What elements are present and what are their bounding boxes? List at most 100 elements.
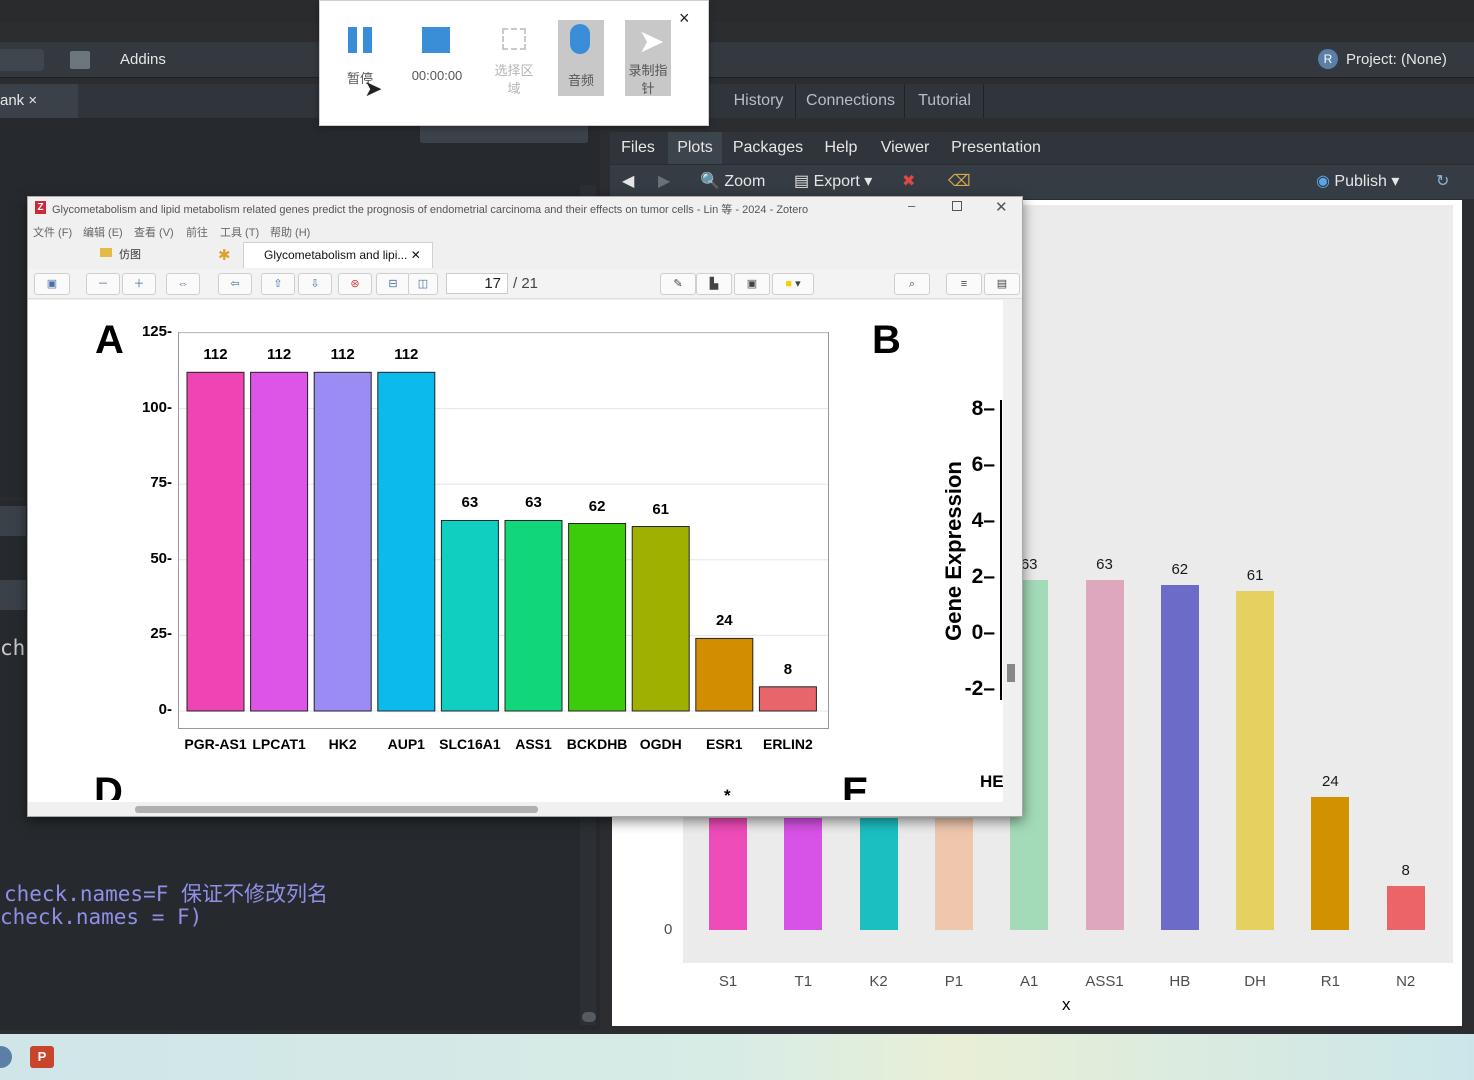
bar-LPCAT1 bbox=[250, 371, 309, 712]
y-tick-label: 25- bbox=[150, 625, 172, 643]
tab-history[interactable]: History bbox=[722, 84, 796, 118]
scrollbar-thumb[interactable] bbox=[1007, 664, 1015, 682]
page-number-input[interactable]: 17 bbox=[446, 273, 508, 294]
main-toolbar bbox=[0, 42, 1474, 78]
sidebar-toggle-icon[interactable]: ▣ bbox=[34, 273, 70, 295]
powerpoint-taskbar-icon[interactable]: P bbox=[30, 1046, 54, 1068]
recorder-close-button[interactable]: × bbox=[679, 8, 690, 28]
forward-arrow-icon[interactable]: ▶ bbox=[658, 173, 671, 190]
document-tab[interactable]: Glycometabolism and lipi... ✕ bbox=[243, 242, 433, 268]
tab-presentation[interactable]: Presentation bbox=[951, 139, 1041, 156]
select-area-label[interactable]: 选择区 bbox=[494, 63, 534, 78]
folder-icon bbox=[100, 248, 112, 257]
y-tick-label: 8– bbox=[971, 397, 995, 420]
remove-plot-icon[interactable]: ✖ bbox=[902, 173, 916, 190]
record-pointer-label: 针 bbox=[641, 81, 655, 96]
x-tick-label: ESR1 bbox=[706, 736, 743, 752]
x-tick-label: BCKDHB bbox=[566, 736, 628, 752]
zoom-out-icon[interactable]: － bbox=[86, 273, 120, 295]
pause-icon[interactable] bbox=[363, 27, 372, 53]
page-up-icon[interactable]: ⇧ bbox=[261, 273, 295, 295]
area-select-icon[interactable]: ▣ bbox=[734, 273, 770, 295]
split-vertical-icon[interactable]: ◫ bbox=[408, 273, 438, 295]
menu-file[interactable]: 文件 (F) bbox=[33, 227, 73, 239]
highlight-pen-icon[interactable]: ✎ bbox=[660, 273, 696, 295]
rstudio-bar-value: 24 bbox=[1322, 772, 1339, 790]
fit-width-icon[interactable]: ⇔ bbox=[166, 273, 200, 295]
publish-icon: ◉ bbox=[1316, 173, 1330, 190]
microphone-icon bbox=[570, 24, 590, 54]
chart-b-axis bbox=[1000, 400, 1002, 700]
tab-packages[interactable]: Packages bbox=[732, 139, 804, 156]
select-area-icon bbox=[502, 28, 526, 50]
back-icon[interactable]: ⇦ bbox=[218, 273, 252, 295]
back-arrow-icon[interactable]: ◀ bbox=[622, 173, 635, 190]
ai-icon[interactable]: ⊛ bbox=[338, 273, 372, 295]
rstudio-x-tick: R1 bbox=[1320, 973, 1340, 990]
x-tick-label: ERLIN2 bbox=[762, 736, 813, 752]
menu-help[interactable]: 帮助 (H) bbox=[270, 227, 311, 239]
context-pane-icon[interactable]: ▤ bbox=[984, 273, 1020, 295]
tab-viewer[interactable]: Viewer bbox=[880, 139, 930, 156]
bar-value-label: 63 bbox=[525, 494, 542, 512]
y-tick-label: -2– bbox=[964, 677, 995, 700]
library-tab[interactable]: 仿图 bbox=[119, 249, 141, 261]
menu-tools[interactable]: 工具 (T) bbox=[220, 227, 260, 239]
scrollbar-thumb[interactable] bbox=[582, 1012, 596, 1022]
menu-edit[interactable]: 编辑 (E) bbox=[83, 227, 123, 239]
bar-value-label: 24 bbox=[715, 612, 733, 630]
broom-icon[interactable]: ⌫ bbox=[948, 173, 971, 190]
sparkle-icon[interactable]: ✱ bbox=[218, 247, 231, 264]
source-tab[interactable]: ank × bbox=[0, 84, 78, 118]
mouse-cursor-icon: ➤ bbox=[364, 76, 383, 101]
bar-value-label: 63 bbox=[461, 494, 479, 512]
bar-AUP1 bbox=[377, 371, 436, 712]
tab-close-icon[interactable]: ✕ bbox=[410, 248, 421, 262]
pause-button-label[interactable]: 暂停 bbox=[346, 71, 373, 86]
panel-label-b: B bbox=[872, 318, 901, 362]
fragment-label: HE bbox=[980, 772, 1004, 791]
zoom-button[interactable]: 🔍 Zoom bbox=[700, 170, 765, 194]
pause-icon[interactable] bbox=[348, 27, 357, 53]
select-area-label[interactable]: 域 bbox=[507, 81, 521, 96]
rstudio-x-tick: N2 bbox=[1396, 973, 1416, 990]
tab-plots[interactable]: Plots bbox=[668, 132, 722, 164]
refresh-icon[interactable]: ↻ bbox=[1436, 173, 1450, 190]
close-button[interactable]: ✕ bbox=[995, 199, 1008, 216]
tab-help[interactable]: Help bbox=[824, 139, 858, 156]
maximize-button[interactable] bbox=[952, 201, 962, 211]
rstudio-bar-S1 bbox=[709, 818, 747, 930]
project-menu[interactable]: Project: (None) bbox=[1346, 51, 1447, 68]
plot-toolbar bbox=[610, 165, 1474, 199]
export-button[interactable]: ▤ Export ▾ bbox=[794, 173, 873, 190]
rstudio-x-tick: S1 bbox=[718, 973, 738, 990]
page-down-icon[interactable]: ⇩ bbox=[298, 273, 332, 295]
x-axis-label: x bbox=[1062, 995, 1071, 1014]
tab-tutorial[interactable]: Tutorial bbox=[906, 84, 984, 118]
bar-ESR1 bbox=[695, 637, 754, 712]
addins-menu[interactable]: Addins bbox=[120, 51, 166, 68]
scrollbar-thumb[interactable] bbox=[135, 806, 538, 813]
color-picker-button[interactable]: ■ ▾ bbox=[772, 273, 814, 295]
minimize-button[interactable]: – bbox=[908, 198, 916, 213]
publish-button[interactable]: ◉ Publish ▾ bbox=[1316, 173, 1400, 190]
y-tick-label: 2– bbox=[971, 565, 995, 588]
significance-star: * bbox=[724, 786, 731, 805]
rstudio-bar-value: 62 bbox=[1171, 561, 1189, 579]
record-pointer-button[interactable] bbox=[625, 20, 671, 96]
zoom-in-icon[interactable]: ＋ bbox=[122, 273, 156, 295]
tab-connections[interactable]: Connections bbox=[797, 84, 905, 118]
menu-go[interactable]: 前往 bbox=[186, 227, 208, 239]
stop-icon[interactable] bbox=[422, 27, 450, 53]
outline-icon[interactable]: ≡ bbox=[946, 273, 982, 295]
search-input[interactable] bbox=[420, 123, 588, 143]
rstudio-bar-value: 63 bbox=[1020, 555, 1038, 573]
search-icon[interactable]: ⌕ bbox=[894, 273, 930, 295]
grid-icon[interactable] bbox=[70, 51, 90, 69]
rstudio-taskbar-icon[interactable] bbox=[0, 1046, 12, 1068]
menu-view[interactable]: 查看 (V) bbox=[134, 227, 174, 239]
tab-files[interactable]: Files bbox=[621, 139, 655, 156]
note-icon[interactable]: ▙ bbox=[696, 273, 732, 295]
toolbar-input[interactable] bbox=[0, 49, 44, 71]
files-tabbar bbox=[610, 132, 1474, 164]
